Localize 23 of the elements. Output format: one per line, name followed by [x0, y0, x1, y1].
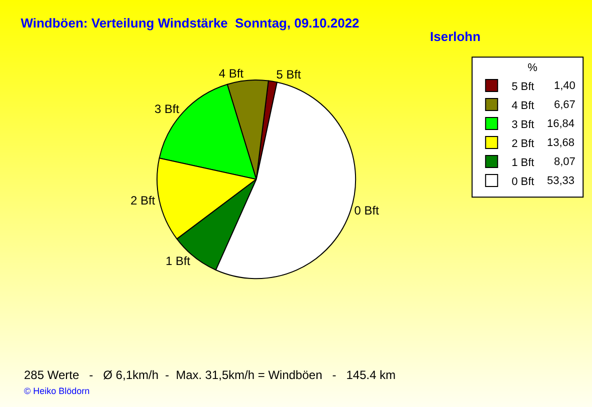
legend-title: %: [528, 62, 538, 74]
slice-label: 5 Bft: [276, 68, 302, 82]
legend-label: 3 Bft: [512, 118, 534, 131]
legend-label: 2 Bft: [512, 138, 534, 150]
legend-label: 5 Bft: [512, 80, 534, 93]
slice-label: 1 Bft: [166, 254, 191, 268]
legend-label: 0 Bft: [512, 176, 534, 188]
chart-subtitle: Iserlohn: [430, 29, 481, 44]
chart-title: Windböen: Verteilung Windstärke Sonntag, 09.10.2022: [20, 15, 360, 30]
data-label: 1,40: [554, 80, 576, 92]
data-label: 13,68: [547, 137, 575, 149]
legend-label: 1 Bft: [512, 156, 534, 169]
legend-label: 4 Bft: [512, 100, 534, 112]
data-label: 16,84: [547, 118, 575, 130]
text: 285 Werte - Ø 6,1km/h - Max. 31,5km/h = Windböen - 145.4 km: [24, 368, 396, 382]
slice-label: 0 Bft: [354, 204, 380, 218]
text: © Heiko Blödorn: [24, 386, 90, 396]
slice-label: 4 Bft: [218, 66, 244, 80]
slice-label: 3 Bft: [154, 102, 180, 116]
data-label: 8,07: [554, 156, 576, 168]
slice-label: 2 Bft: [130, 194, 156, 208]
data-label: 6,67: [554, 99, 576, 111]
data-label: 53,33: [547, 175, 575, 187]
